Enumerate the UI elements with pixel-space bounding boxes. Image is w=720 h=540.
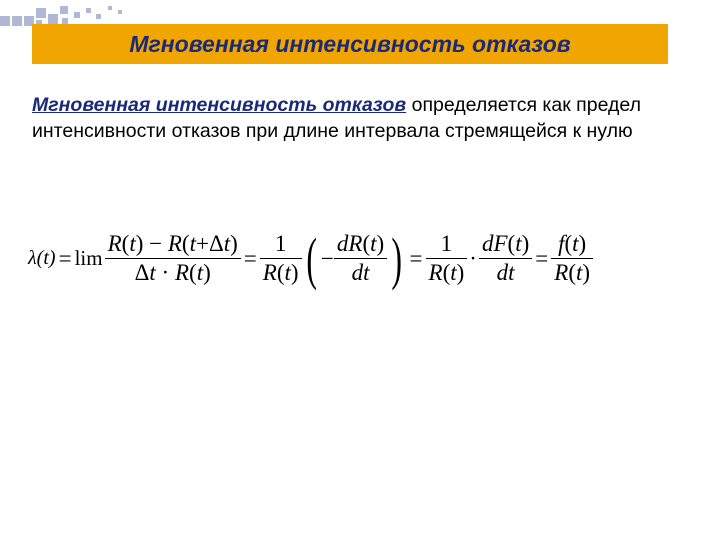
paren-derivative: ( − dR(t) dt ) (302, 230, 407, 288)
definition-paragraph: Мгновенная интенсивность отказов определ… (32, 92, 672, 145)
slide-title: Мгновенная интенсивность отказов (129, 31, 570, 58)
eq-sign: = (410, 246, 423, 272)
eq-sign: = (535, 246, 548, 272)
cdot: · (469, 246, 477, 272)
formula: λ(t) = lim R(t) − R(t+Δt) Δt · R(t) = 1 … (28, 230, 698, 288)
frac-2b: dR(t) dt (334, 230, 387, 288)
neg-sign: − (321, 246, 334, 272)
frac-2a: 1 R(t) (260, 230, 302, 288)
title-bar: Мгновенная интенсивность отказов (32, 24, 668, 64)
eq-sign: = (244, 246, 257, 272)
frac-3a: 1 R(t) (426, 230, 468, 288)
formula-lhs: λ(t) (28, 247, 56, 270)
definition-term: Мгновенная интенсивность отказов (32, 94, 406, 116)
frac-4: f(t) R(t) (551, 230, 593, 288)
eq-sign: = (59, 246, 72, 272)
limit-operator: lim (75, 248, 103, 269)
frac-1: R(t) − R(t+Δt) Δt · R(t) (105, 230, 241, 288)
frac-3b: dF(t) dt (479, 230, 532, 288)
